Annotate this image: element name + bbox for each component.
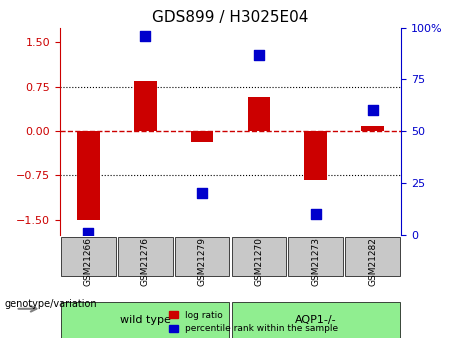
- FancyBboxPatch shape: [175, 237, 230, 276]
- Point: [255, 52, 263, 57]
- Text: GSM21282: GSM21282: [368, 237, 377, 286]
- Point: [198, 190, 206, 196]
- FancyBboxPatch shape: [231, 237, 286, 276]
- Bar: [134, 81, 157, 131]
- Title: GDS899 / H3025E04: GDS899 / H3025E04: [152, 10, 309, 25]
- Text: genotype/variation: genotype/variation: [5, 299, 97, 308]
- Bar: [361, 126, 384, 131]
- Point: [312, 211, 319, 217]
- Bar: [248, 97, 270, 131]
- Bar: [77, 131, 100, 220]
- FancyBboxPatch shape: [61, 237, 116, 276]
- FancyBboxPatch shape: [231, 302, 400, 338]
- FancyBboxPatch shape: [118, 237, 172, 276]
- Text: AQP1-/-: AQP1-/-: [295, 315, 337, 325]
- Bar: [191, 131, 213, 142]
- Text: wild type: wild type: [120, 315, 171, 325]
- Text: GSM21270: GSM21270: [254, 237, 263, 286]
- Legend: log ratio, percentile rank within the sample: log ratio, percentile rank within the sa…: [165, 307, 342, 337]
- FancyBboxPatch shape: [289, 237, 343, 276]
- Text: GSM21279: GSM21279: [198, 237, 207, 286]
- Text: GSM21266: GSM21266: [84, 237, 93, 286]
- Bar: [304, 131, 327, 180]
- Text: GSM21273: GSM21273: [311, 237, 320, 286]
- FancyBboxPatch shape: [345, 237, 400, 276]
- Point: [142, 33, 149, 39]
- FancyBboxPatch shape: [61, 302, 230, 338]
- Point: [85, 230, 92, 235]
- Point: [369, 108, 376, 113]
- Text: GSM21276: GSM21276: [141, 237, 150, 286]
